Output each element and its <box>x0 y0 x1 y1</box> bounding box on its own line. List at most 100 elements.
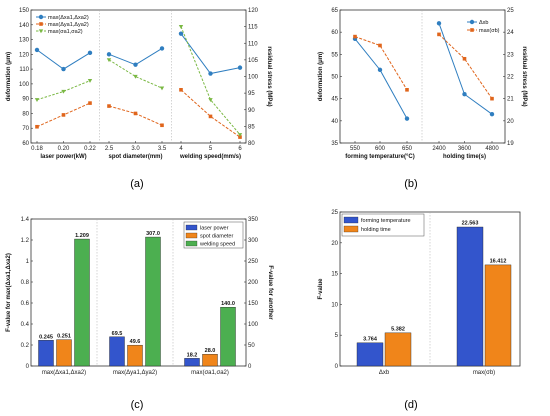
bar <box>356 342 384 367</box>
x-tick-label: 2400 <box>432 146 446 152</box>
legend-label: max(Δya1,Δya2) <box>48 22 89 28</box>
y-tick-label: 25 <box>331 210 338 216</box>
data-point <box>462 92 467 97</box>
x-tick-label: 3.5 <box>158 146 167 152</box>
data-label: 18.2 <box>187 352 198 358</box>
data-point <box>106 58 112 63</box>
legend-marker <box>470 28 474 32</box>
legend-swatch <box>185 232 198 239</box>
data-point <box>133 62 138 67</box>
data-point <box>160 123 164 128</box>
data-point <box>133 74 138 79</box>
data-point <box>87 79 93 83</box>
legend-marker <box>38 29 44 34</box>
data-label: 307.0 <box>146 231 160 237</box>
y2-tick-label: 100 <box>248 322 259 328</box>
y2-tick-label: 90 <box>248 108 255 114</box>
data-point <box>208 114 213 119</box>
y-tick-label: 100 <box>19 82 30 88</box>
bar <box>220 307 236 367</box>
y2-tick-label: 80 <box>248 141 255 147</box>
y-tick-label: 110 <box>19 67 29 73</box>
legend-label: laser power <box>200 226 229 232</box>
data-point <box>133 111 138 116</box>
y2-tick-label: 95 <box>248 91 255 97</box>
data-point <box>353 34 357 39</box>
y-tick-label: 45 <box>331 97 338 103</box>
panel-d: 0 5 10 15 20 25 F-value Δxb 3.764 5.382 max(σb) 22.… <box>318 210 521 411</box>
data-point <box>489 111 495 117</box>
panel-label: (b) <box>404 178 417 190</box>
bar <box>38 340 54 367</box>
y-tick-label: 0.4 <box>21 322 30 328</box>
y-tick-label: 150 <box>19 8 30 14</box>
y2-axis-label: F-value for another <box>267 265 273 320</box>
data-point <box>436 21 442 26</box>
y-tick-label: 50 <box>331 75 338 81</box>
x-tick-label: 3.0 <box>131 146 140 152</box>
y-tick-label: 20 <box>331 241 338 247</box>
bar <box>202 354 218 367</box>
y-tick-label: 120 <box>19 52 30 58</box>
y-tick-label: 70 <box>22 126 29 132</box>
y2-tick-label: 25 <box>507 8 514 14</box>
legend-marker <box>39 22 43 26</box>
legend-label: max(σb) <box>479 28 500 34</box>
y2-tick-label: 300 <box>248 238 259 244</box>
x-axis-label: holding time(s) <box>443 154 486 160</box>
panel-label: (c) <box>131 399 144 411</box>
data-point <box>237 65 243 70</box>
y-axis-label: F-value for max(Δxa1,Δxa2) <box>6 253 12 332</box>
panel-b: 35 40 45 50 55 60 65 19 20 21 22 23 24 25 deformation … <box>318 8 527 190</box>
legend-label: max(σa1,σa2) <box>48 29 83 35</box>
y2-tick-label: 23 <box>507 52 514 58</box>
x-tick-label: 4800 <box>485 146 499 152</box>
y-tick-label: 130 <box>19 38 30 44</box>
y2-tick-label: 115 <box>248 25 258 31</box>
y-tick-label: 15 <box>331 272 338 278</box>
data-point <box>237 133 243 137</box>
legend-swatch <box>185 240 198 247</box>
y-tick-label: 65 <box>331 8 338 14</box>
data-point <box>179 88 183 92</box>
x-tick-label: 0.22 <box>84 146 96 152</box>
series-line <box>108 59 163 89</box>
bar <box>56 339 72 367</box>
y2-tick-label: 19 <box>507 141 514 147</box>
x-tick-label: max(Δya1,Δya2) <box>113 370 157 376</box>
data-point <box>87 50 93 56</box>
data-label: 1.209 <box>75 233 89 239</box>
data-point <box>34 98 40 102</box>
bar <box>109 336 125 367</box>
y-tick-label: 0.2 <box>21 343 30 349</box>
x-tick-label: 0.20 <box>58 146 70 152</box>
series-line <box>108 105 163 126</box>
y2-tick-label: 350 <box>248 217 259 223</box>
y-tick-label: 1 <box>26 259 30 265</box>
legend-label: forming temperature <box>361 218 411 224</box>
y-tick-label: 0.6 <box>21 301 30 307</box>
series-line <box>180 33 241 75</box>
data-label: 49.6 <box>130 339 141 345</box>
series-line <box>108 47 163 66</box>
x-tick-label: 550 <box>350 146 361 152</box>
data-point <box>61 89 66 94</box>
series-line <box>36 49 91 70</box>
data-point <box>238 135 242 139</box>
series-line <box>36 80 91 101</box>
y-tick-label: 0.8 <box>21 280 30 286</box>
y-tick-label: 140 <box>19 23 30 29</box>
panel-label: (a) <box>130 178 143 190</box>
data-point <box>378 43 382 48</box>
series-line <box>438 23 493 115</box>
data-label: 28.0 <box>205 348 216 354</box>
y2-tick-label: 24 <box>507 30 514 36</box>
series-line <box>354 36 408 91</box>
legend-marker <box>469 19 475 25</box>
data-point <box>178 25 184 29</box>
x-tick-label: 3600 <box>458 146 472 152</box>
legend-marker <box>38 14 44 20</box>
y2-axis-label: residual stress (MPa) <box>266 46 272 106</box>
y2-tick-label: 21 <box>507 97 514 103</box>
